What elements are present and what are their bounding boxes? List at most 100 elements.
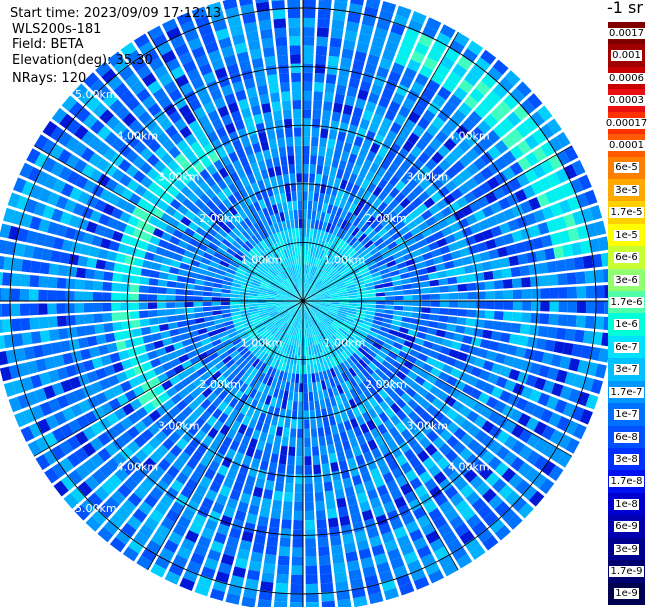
range-gate-cell xyxy=(164,249,175,259)
range-gate-cell xyxy=(320,304,330,308)
range-gate-cell xyxy=(369,247,380,256)
range-gate-cell xyxy=(257,307,268,311)
range-gate-cell xyxy=(386,480,399,493)
range-gate-cell xyxy=(517,335,529,347)
range-gate-cell xyxy=(316,418,324,429)
range-gate-cell xyxy=(289,307,297,314)
range-gate-cell xyxy=(407,398,419,410)
range-gate-cell xyxy=(316,269,323,278)
range-gate-cell xyxy=(213,452,225,464)
range-gate-cell xyxy=(220,155,232,167)
range-gate-cell xyxy=(329,256,338,266)
range-gate-cell xyxy=(73,124,89,140)
range-gate-cell xyxy=(219,213,229,224)
range-gate-cell xyxy=(277,307,287,313)
range-gate-cell xyxy=(479,338,491,349)
range-gate-cell xyxy=(390,556,405,570)
range-gate-cell xyxy=(457,55,473,71)
range-gate-cell xyxy=(310,219,316,229)
range-gate-cell xyxy=(426,404,438,416)
range-gate-cell xyxy=(556,150,571,166)
range-gate-cell xyxy=(286,372,292,383)
range-gate-cell xyxy=(311,304,320,310)
range-gate-cell xyxy=(240,333,250,341)
range-gate-cell xyxy=(65,290,75,301)
range-gate-cell xyxy=(403,295,413,301)
range-gate-cell xyxy=(572,210,585,226)
range-gate-cell xyxy=(156,294,167,301)
range-gate-cell xyxy=(121,522,137,538)
range-gate-cell xyxy=(412,103,426,116)
range-gate-cell xyxy=(178,104,192,118)
range-gate-cell xyxy=(95,259,107,270)
range-gate-cell xyxy=(281,282,290,290)
range-gate-cell xyxy=(459,247,471,257)
range-gate-cell xyxy=(284,302,295,305)
range-gate-cell xyxy=(394,180,406,192)
range-gate-cell xyxy=(314,279,322,288)
colorbar-swatch: 0.0003 xyxy=(608,89,645,113)
range-gate-cell xyxy=(411,197,423,208)
range-gate-cell xyxy=(425,158,438,171)
range-gate-cell xyxy=(506,344,518,356)
range-gate-cell xyxy=(370,372,381,382)
range-gate-cell xyxy=(275,398,283,409)
range-gate-cell xyxy=(235,89,247,102)
range-gate-cell xyxy=(271,101,282,112)
range-gate-cell xyxy=(316,313,324,321)
range-gate-cell xyxy=(348,303,358,307)
range-gate-cell xyxy=(165,58,181,72)
range-gate-cell xyxy=(277,389,285,400)
range-gate-cell xyxy=(546,118,562,135)
range-gate-cell xyxy=(191,6,208,20)
range-gate-cell xyxy=(548,154,563,171)
range-gate-cell xyxy=(328,517,339,528)
range-gate-cell xyxy=(209,261,220,269)
range-gate-cell xyxy=(21,332,33,346)
range-gate-cell xyxy=(498,484,514,500)
range-gate-cell xyxy=(276,305,286,310)
range-gate-cell xyxy=(530,312,541,324)
range-gate-cell xyxy=(119,446,134,460)
range-gate-cell xyxy=(523,401,537,415)
range-gate-cell xyxy=(212,282,223,289)
range-gate-cell xyxy=(317,270,325,279)
range-gate-cell xyxy=(214,432,226,444)
range-gate-cell xyxy=(178,354,190,364)
range-gate-cell xyxy=(165,205,177,217)
range-gate-cell xyxy=(260,240,268,250)
range-gate-cell xyxy=(486,90,502,106)
range-gate-cell xyxy=(348,3,363,15)
range-gate-cell xyxy=(113,82,129,98)
range-gate-cell xyxy=(261,102,272,114)
range-gate-cell xyxy=(305,319,308,329)
range-gate-cell xyxy=(358,233,367,243)
range-gate-cell xyxy=(113,262,124,273)
range-gate-cell xyxy=(340,411,349,423)
range-gate-cell xyxy=(281,436,289,447)
range-gate-cell xyxy=(384,221,395,232)
range-gate-cell xyxy=(237,443,248,455)
range-gate-cell xyxy=(234,341,244,350)
range-gate-cell xyxy=(282,281,290,289)
range-gate-cell xyxy=(450,188,463,201)
range-gate-cell xyxy=(239,187,249,199)
range-gate-cell xyxy=(278,370,285,381)
range-gate-cell xyxy=(333,333,342,342)
range-gate-cell xyxy=(320,211,326,222)
range-gate-cell xyxy=(329,367,337,378)
range-gate-cell xyxy=(444,331,455,340)
range-gate-cell xyxy=(303,294,311,301)
range-gate-cell xyxy=(163,539,179,554)
range-gate-cell xyxy=(318,555,331,566)
range-gate-cell xyxy=(246,569,261,581)
range-gate-cell xyxy=(119,173,132,187)
range-gate-cell xyxy=(225,163,236,175)
range-gate-cell xyxy=(240,136,251,148)
range-gate-cell xyxy=(509,161,524,176)
range-gate-cell xyxy=(568,388,581,404)
range-gate-cell xyxy=(580,345,592,360)
range-gate-cell xyxy=(176,275,187,283)
range-gate-cell xyxy=(474,104,489,119)
range-gate-cell xyxy=(383,419,395,431)
